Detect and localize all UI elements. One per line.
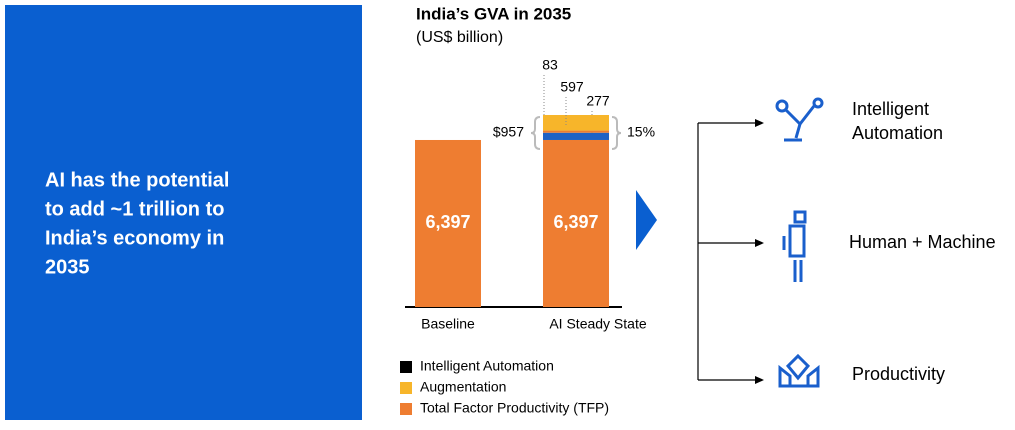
bar-segment (543, 130, 609, 133)
legend-label: Intelligent Automation (420, 358, 554, 374)
icon (775, 97, 824, 142)
arrow (636, 190, 657, 250)
connectors (697, 122, 756, 381)
legend-label: Total Factor Productivity (TFP) (420, 400, 609, 416)
icon (778, 353, 820, 388)
annotation: $957 (493, 124, 524, 140)
chart-title: India’s GVA in 2035 (416, 4, 571, 23)
value-label: 277 (586, 93, 610, 109)
bar-segment (543, 139, 609, 307)
panel-text: AI has the potential (45, 169, 229, 191)
item-label: Human + Machine (849, 232, 996, 252)
x-tick-label: Baseline (421, 316, 475, 332)
value-label: 6,397 (553, 212, 598, 232)
annotation: 15% (627, 124, 655, 140)
value-label: 597 (560, 79, 584, 95)
bracket (530, 116, 541, 150)
panel (5, 5, 362, 420)
bar-segment (543, 132, 609, 140)
panel-text: 2035 (45, 256, 90, 278)
value-label: 83 (542, 57, 558, 73)
arrowheads (755, 119, 764, 384)
legend-label: Augmentation (420, 379, 506, 395)
bar-segment (543, 115, 609, 131)
x-tick-label: AI Steady State (549, 316, 646, 332)
panel-text: India’s economy in (45, 227, 224, 249)
panel-text: to add ~1 trillion to (45, 198, 224, 220)
item-label: Productivity (852, 364, 945, 384)
legend-swatch (400, 382, 412, 394)
value-label: 6,397 (425, 212, 470, 232)
legend-swatch (400, 403, 412, 415)
bracket (611, 116, 622, 150)
chart-subtitle: (US$ billion) (416, 29, 503, 46)
icon (782, 210, 807, 282)
legend-swatch (400, 361, 412, 373)
bar-segment (415, 139, 481, 307)
item-label: Intelligent Automation (852, 99, 943, 143)
